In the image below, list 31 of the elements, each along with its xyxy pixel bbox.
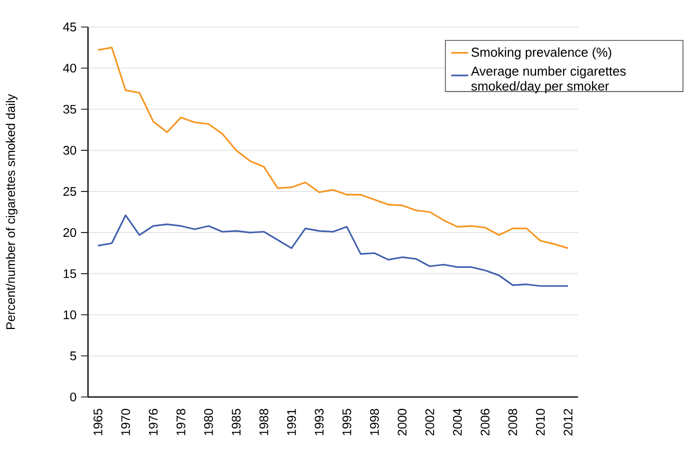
y-tick-label: 30 <box>63 146 76 155</box>
x-tick-label: 1991 <box>287 408 296 436</box>
x-tick-label: 1978 <box>176 408 186 436</box>
x-tick-label: 2006 <box>480 408 490 436</box>
x-tick-label: 1970 <box>121 408 130 436</box>
x-tick-label: 1988 <box>259 408 268 436</box>
y-tick-label: 15 <box>64 269 76 278</box>
x-tick-label: 2000 <box>398 408 407 436</box>
x-tick-label: 1998 <box>370 408 379 436</box>
legend-label: Average number cigarettes smoked/day per smoker <box>470 66 626 94</box>
y-tick-label: 40 <box>63 64 76 73</box>
x-tick-label: 1980 <box>204 408 213 436</box>
y-tick-label: 25 <box>63 187 76 196</box>
x-tick-label: 2002 <box>425 408 434 436</box>
x-tick-label: 1995 <box>342 408 352 436</box>
x-tick-label: 2012 <box>564 408 572 436</box>
x-tick-label: 2008 <box>508 408 518 436</box>
x-tick-label: 1993 <box>314 408 324 436</box>
y-tick-label: 20 <box>63 228 76 237</box>
legend-label: Smoking prevalence (%) <box>472 47 612 60</box>
x-tick-label: 1976 <box>148 408 158 436</box>
y-tick-label: 5 <box>70 352 76 360</box>
y-tick-label: 0 <box>70 392 76 402</box>
y-axis-title: Percent/number of cigarettes smoked daily <box>6 94 18 330</box>
x-tick-label: 2010 <box>536 408 545 436</box>
x-tick-label: 1965 <box>94 408 102 436</box>
x-tick-label: 2004 <box>453 408 462 436</box>
y-tick-label: 10 <box>64 310 76 320</box>
y-tick-label: 45 <box>63 22 76 32</box>
x-tick-label: 1985 <box>232 408 241 436</box>
y-tick-label: 35 <box>63 104 76 114</box>
